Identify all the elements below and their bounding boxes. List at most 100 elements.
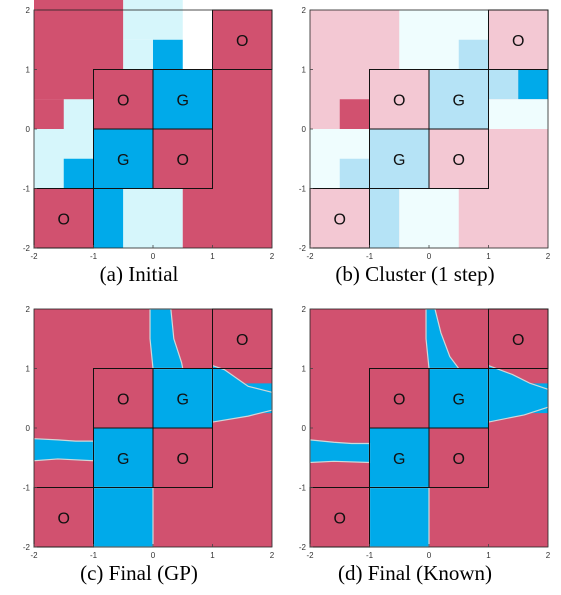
cell-goal (429, 368, 489, 428)
cell-goal (369, 428, 429, 488)
x-tick-label: 0 (427, 551, 432, 560)
goal-label: G (453, 92, 465, 109)
x-tick-label: -2 (306, 551, 314, 560)
caption-initial: (a) Initial (99, 262, 179, 286)
obstacle-label: O (453, 152, 465, 169)
y-tick-label: 0 (26, 424, 31, 433)
cell-goal (153, 368, 213, 428)
panel-final-gp: O O O O G G -2 -2 -1 -1 0 0 1 1 2 2 (c) Final (GP) (0, 299, 278, 595)
obstacle-label: O (453, 451, 465, 468)
y-tick-label: -1 (299, 185, 307, 194)
x-tick-label: -2 (30, 551, 38, 560)
cell-outline (152, 69, 213, 130)
x-tick-label: 1 (210, 551, 215, 560)
y-tick-label: 2 (302, 305, 307, 314)
cell-outline (428, 368, 489, 429)
y-tick-label: 2 (302, 6, 307, 15)
heatmap-cluster: O O O O G G -2-2 -1 -1 0 0 1 1 2 2 (299, 6, 551, 261)
x-tick-label: 1 (210, 252, 215, 261)
cell-goal (93, 188, 124, 248)
y-tick-label: 1 (26, 365, 31, 374)
goal-region (425, 308, 460, 370)
y-tick-label: 1 (26, 66, 31, 75)
cell-light_blue (63, 99, 94, 129)
cell-pale_cyan (488, 99, 548, 129)
cell-pale_cyan (399, 188, 459, 248)
y-tick-label: -1 (23, 484, 31, 493)
cell-goal (93, 129, 153, 189)
cell-pale_blue (458, 39, 489, 70)
goal-region (33, 438, 95, 462)
panel-cluster: O O O O G G -2 -2 -1 -1 0 0 1 1 2 2 (b) Cluster (1 step… (276, 0, 554, 296)
obstacle-label: O (334, 211, 346, 228)
y-tick-label: -1 (23, 185, 31, 194)
cell-light_blue (123, 188, 183, 248)
cell-goal (518, 69, 548, 100)
cell-outline (428, 69, 489, 130)
heatmap-initial: O O O O G G -2-2 -1 -1 0 0 1 1 2 2 (23, 0, 275, 261)
goal-region (309, 439, 371, 464)
cell-pale_blue (488, 69, 519, 100)
cell-obstacle (339, 99, 370, 129)
caption-cluster: (b) Cluster (1 step) (335, 262, 495, 286)
x-tick-label: -1 (90, 551, 98, 560)
goal-label: G (177, 391, 189, 408)
cell-goal (153, 69, 213, 129)
obstacle-label: O (334, 510, 346, 527)
cell-pale_pink (488, 10, 548, 70)
cell-pale_blue (369, 188, 400, 248)
y-tick-label: -2 (23, 244, 31, 253)
x-tick-label: 2 (270, 252, 275, 261)
cell-outline (369, 427, 430, 488)
cell-obstacle (182, 188, 272, 248)
cell-pale_blue (339, 158, 370, 189)
obstacle-label: O (393, 92, 405, 109)
x-tick-label: 0 (427, 252, 432, 261)
heatmap-final-known: O O O O G G -2-2 -1 -1 0 0 1 1 2 2 (299, 305, 551, 560)
obstacle-label: O (512, 33, 524, 50)
cell-obstacle (34, 188, 94, 248)
x-tick-label: 2 (270, 551, 275, 560)
x-tick-label: 0 (151, 551, 156, 560)
cell-goal (93, 428, 153, 488)
y-tick-label: -2 (299, 244, 307, 253)
caption-final-gp: (c) Final (GP) (80, 561, 198, 585)
goal-region (368, 486, 430, 548)
cell-light_blue (123, 0, 183, 40)
x-tick-label: 2 (546, 551, 551, 560)
cell-pale_blue (429, 69, 489, 129)
cell-goal (153, 39, 183, 70)
y-tick-label: -2 (23, 543, 31, 552)
cell-light_blue (123, 39, 153, 70)
x-tick-label: -1 (366, 551, 374, 560)
goal-region (92, 486, 154, 548)
caption-final-known: (d) Final (Known) (338, 561, 492, 585)
x-tick-label: -1 (90, 252, 98, 261)
obstacle-label: O (58, 211, 70, 228)
cell-outline (93, 427, 154, 488)
goal-region (149, 308, 184, 370)
y-tick-label: -1 (299, 484, 307, 493)
x-tick-label: 1 (486, 551, 491, 560)
panel-initial: O O O O G G -2 -2 -1 -1 0 0 1 1 2 2 (a) Initial (0, 0, 278, 296)
x-tick-label: -1 (366, 252, 374, 261)
obstacle-label: O (117, 92, 129, 109)
cell-outline (152, 368, 213, 429)
x-tick-label: 0 (151, 252, 156, 261)
goal-label: G (393, 152, 405, 169)
y-tick-label: 0 (26, 125, 31, 134)
y-tick-label: 0 (302, 424, 307, 433)
x-tick-label: -2 (306, 252, 314, 261)
y-tick-label: 2 (26, 305, 31, 314)
y-tick-label: -2 (299, 543, 307, 552)
cell-obstacle (212, 10, 272, 70)
goal-label: G (177, 92, 189, 109)
y-tick-label: 2 (26, 6, 31, 15)
cell-outline (369, 128, 430, 189)
obstacle-label: O (393, 391, 405, 408)
x-tick-label: -2 (30, 252, 38, 261)
cell-outline (93, 128, 154, 189)
y-tick-label: 0 (302, 125, 307, 134)
obstacle-label: O (58, 510, 70, 527)
y-tick-label: 1 (302, 365, 307, 374)
